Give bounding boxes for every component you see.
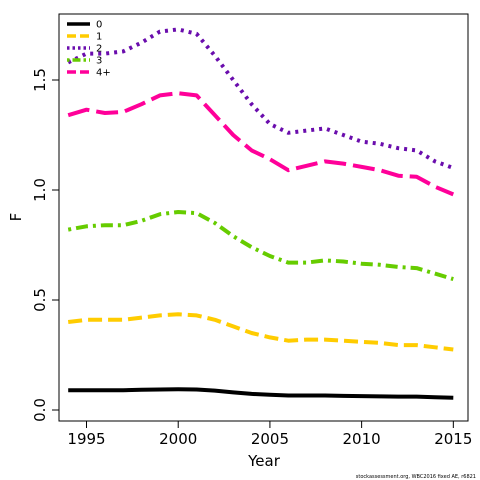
- legend-label: 4+: [96, 68, 111, 79]
- plot-frame: [58, 13, 469, 422]
- x-tick-label: 2005: [251, 430, 289, 448]
- x-axis: 1995 2000 2005 2010 2015: [67, 421, 472, 448]
- series-line-1: [67, 312, 454, 352]
- series-line-3: [67, 210, 454, 282]
- legend-label: 1: [96, 32, 102, 43]
- y-axis-title: F: [7, 213, 25, 222]
- legend-label: 2: [96, 44, 102, 55]
- y-tick-label: 1.0: [31, 178, 49, 202]
- legend-label: 3: [96, 56, 102, 67]
- x-tick-label: 2000: [159, 430, 197, 448]
- series-line-2: [67, 27, 454, 170]
- y-axis: 0.0 0.5 1.0 1.5: [31, 68, 59, 422]
- y-tick-label: 0.0: [31, 398, 49, 422]
- x-axis-title: Year: [247, 452, 281, 470]
- footnote: stockassessment.org, WBC2016 fixed AE, r…: [356, 474, 476, 480]
- legend-label: 0: [96, 20, 102, 31]
- y-tick-label: 1.5: [31, 68, 49, 92]
- x-tick-label: 1995: [67, 430, 105, 448]
- x-tick-label: 2015: [434, 430, 472, 448]
- y-tick-label: 0.5: [31, 288, 49, 312]
- series-line-4plus: [67, 91, 455, 197]
- x-tick-label: 2010: [343, 430, 381, 448]
- series-layer: [67, 27, 455, 400]
- series-line-0: [68, 387, 454, 400]
